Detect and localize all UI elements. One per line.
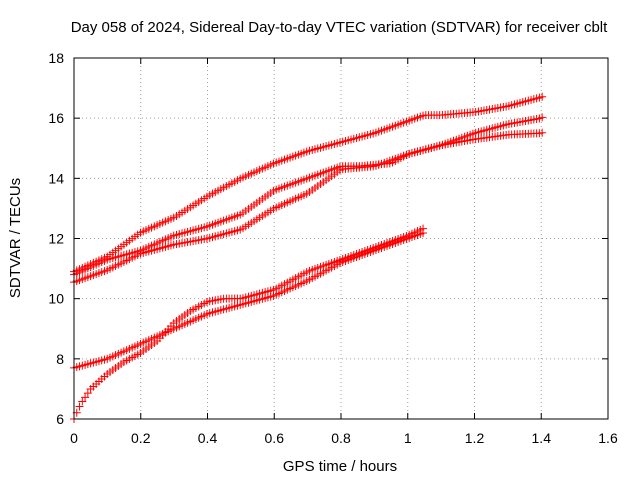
series-middle-b <box>70 128 547 287</box>
x-tick-label: 0.4 <box>198 430 218 446</box>
data-point <box>78 397 87 406</box>
x-tick-label: 1.4 <box>532 430 552 446</box>
x-tick-label: 0.2 <box>131 430 151 446</box>
y-tick-label: 6 <box>56 411 64 427</box>
data-point <box>419 224 428 233</box>
data-point <box>81 393 90 402</box>
data-point <box>538 128 547 137</box>
x-tick-label: 1 <box>404 430 412 446</box>
data-point <box>538 113 547 122</box>
y-axis-label: SDTVAR / TECUs <box>7 178 24 298</box>
y-tick-label: 12 <box>48 231 64 247</box>
chart-title: Day 058 of 2024, Sidereal Day-to-day VTE… <box>71 19 608 36</box>
data-point <box>75 402 84 411</box>
axis-ticks: 0 0.2 0.4 0.6 0.8 1 1.2 1.4 1.6 6 8 10 12 14 16 18 <box>48 50 618 446</box>
x-axis-label: GPS time / hours <box>283 458 397 475</box>
data-point <box>538 92 547 101</box>
x-tick-label: 0.6 <box>265 430 285 446</box>
x-tick-label: 1.2 <box>465 430 485 446</box>
y-tick-label: 18 <box>48 50 64 66</box>
x-tick-label: 1.6 <box>598 430 618 446</box>
y-tick-label: 10 <box>48 291 64 307</box>
y-tick-label: 8 <box>56 351 64 367</box>
series-lower-b <box>70 224 428 423</box>
x-tick-label: 0.8 <box>331 430 351 446</box>
data-markers <box>70 92 547 423</box>
y-tick-label: 16 <box>48 110 64 126</box>
x-tick-label: 0 <box>70 430 78 446</box>
grid <box>74 58 608 419</box>
data-point <box>83 389 92 398</box>
y-tick-label: 14 <box>48 170 64 186</box>
series-upper <box>70 92 547 276</box>
